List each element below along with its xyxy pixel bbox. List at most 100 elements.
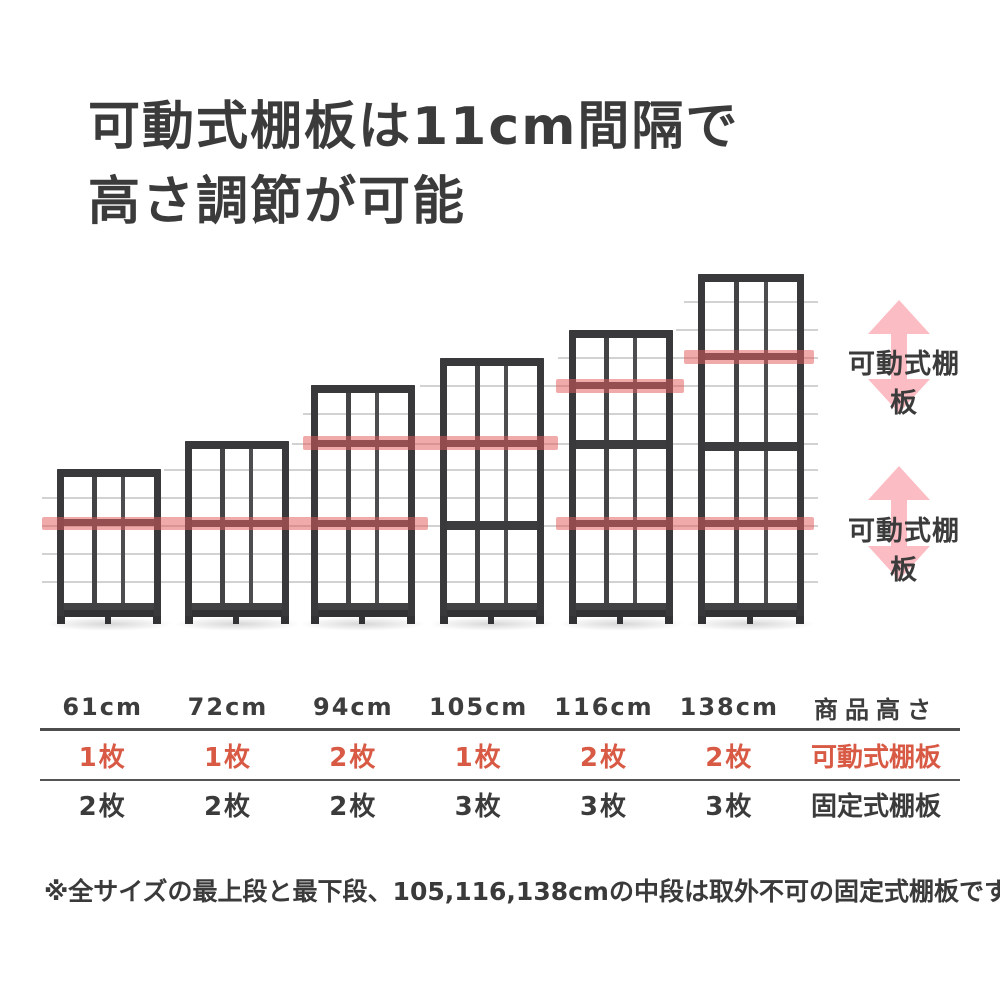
shelf-foot	[358, 617, 365, 624]
bottom-frame-bar	[312, 610, 414, 617]
shelf-post	[475, 363, 481, 611]
movable-count-cell: 2枚	[329, 742, 378, 773]
shelf-foot	[796, 616, 804, 624]
shelf-post	[121, 474, 126, 611]
table-divider	[40, 728, 960, 731]
height-header-cell: 94cm	[313, 693, 394, 721]
page-title-line2: 高さ調節が可能	[88, 172, 467, 233]
shelf-post	[375, 390, 380, 611]
shelf-shadow	[557, 617, 685, 631]
shelf-unit-94cm	[299, 385, 427, 631]
bottom-shelf-board	[187, 603, 287, 611]
movable-shelf-highlight	[556, 379, 684, 393]
shelf-post	[537, 358, 544, 618]
height-header-cell: 138cm	[679, 693, 779, 721]
fixed-middle-shelf-board	[572, 440, 670, 449]
movable-shelf-callout-top: 可動式棚板	[848, 349, 960, 419]
movable-shelf-callout-bottom: 可動式棚板	[848, 516, 960, 586]
top-shelf-board	[569, 330, 673, 338]
shelf-foot	[104, 617, 111, 624]
up-down-arrow-icon	[868, 300, 930, 413]
top-shelf-board	[185, 441, 289, 449]
shelf-foot	[665, 616, 673, 624]
shelf-foot	[487, 617, 494, 624]
movable-count-cell: 2枚	[579, 742, 629, 773]
table-header-row: 61cm 72cm 94cm 105cm 116cm 138cm 商品高さ	[40, 686, 960, 728]
arrow-head-up	[868, 466, 930, 500]
shelf-post	[698, 274, 705, 618]
grid-line	[684, 301, 818, 303]
shelf-foot	[407, 616, 415, 624]
shelf-foot	[536, 616, 544, 624]
bottom-shelf-board	[59, 603, 159, 611]
shelf-foot	[311, 616, 319, 624]
arrow-shaft	[891, 330, 907, 383]
shelf-post	[440, 358, 447, 618]
grid-line	[42, 553, 818, 555]
shelf-foot	[440, 616, 448, 624]
page-title-line1: 可動式棚板は11cm間隔で	[88, 97, 740, 157]
bottom-shelf-board	[571, 603, 671, 611]
bottom-frame-bar	[441, 610, 543, 617]
shelf-post	[346, 390, 352, 611]
fixed-count-cell: 2枚	[203, 791, 253, 822]
row-label-product-height: 商品高さ	[813, 695, 938, 724]
shelf-post	[604, 335, 610, 611]
shelf-post	[504, 363, 509, 611]
shelf-post	[154, 469, 161, 618]
grid-line	[42, 581, 818, 583]
grid-line	[42, 497, 818, 499]
fixed-count-cell: 3枚	[454, 791, 503, 822]
grid-line	[164, 469, 818, 471]
shelf-post	[666, 330, 673, 618]
row-label-movable: 可動式棚板	[810, 742, 941, 773]
fixed-middle-shelf-board	[701, 442, 801, 451]
spec-table: 61cm 72cm 94cm 105cm 116cm 138cm 商品高さ 1枚…	[40, 686, 960, 827]
shelf-post	[92, 474, 98, 611]
shelf-unit-116cm	[557, 330, 685, 631]
bottom-shelf-board	[700, 603, 802, 611]
movable-count-cell: 1枚	[78, 742, 127, 773]
shelf-foot	[569, 616, 577, 624]
bottom-shelf-board	[442, 603, 542, 611]
fixed-count-cell: 3枚	[579, 791, 629, 822]
bottom-frame-bar	[699, 610, 803, 617]
shelf-post	[633, 335, 638, 611]
shelf-post	[569, 330, 576, 618]
movable-count-row: 1枚 1枚 2枚 1枚 2枚 2枚 可動式棚板	[40, 731, 960, 779]
grid-line	[42, 525, 818, 527]
top-shelf-board	[698, 274, 804, 282]
arrow-head-up	[868, 300, 930, 334]
shelf-foot	[57, 616, 65, 624]
shelf-shadow	[45, 617, 173, 631]
shelf-foot	[185, 616, 193, 624]
height-header-cell: 72cm	[187, 693, 269, 721]
movable-count-cell: 1枚	[454, 742, 503, 773]
shelf-shadow	[428, 617, 556, 631]
top-shelf-board	[440, 358, 544, 366]
fixed-middle-shelf-board	[443, 521, 541, 530]
movable-shelf-highlight	[303, 436, 558, 450]
shelf-foot	[698, 616, 706, 624]
height-header-cell: 61cm	[62, 693, 143, 721]
up-down-arrow-icon	[868, 466, 930, 580]
shelf-post	[57, 469, 64, 618]
fixed-count-row: 2枚 2枚 2枚 3枚 3枚 3枚 固定式棚板	[40, 781, 960, 827]
shelf-unit-105cm	[428, 358, 556, 631]
shelf-foot	[232, 617, 239, 624]
footnote: ※全サイズの最上段と最下段、105,116,138cmの中段は取外不可の固定式棚…	[44, 877, 1000, 906]
table-divider	[40, 779, 960, 781]
movable-shelf-highlight	[684, 350, 814, 364]
arrow-head-down	[868, 546, 930, 580]
shelf-foot	[746, 617, 753, 624]
shelf-foot	[281, 616, 289, 624]
arrow-shaft	[891, 496, 907, 550]
fixed-count-cell: 3枚	[705, 791, 754, 822]
height-header-cell: 116cm	[554, 693, 654, 721]
movable-count-cell: 1枚	[203, 742, 253, 773]
movable-shelf-highlight	[556, 517, 814, 530]
top-shelf-board	[311, 385, 415, 393]
shelf-foot	[616, 617, 623, 624]
arrow-head-down	[868, 379, 930, 413]
shelf-shadow	[299, 617, 427, 631]
